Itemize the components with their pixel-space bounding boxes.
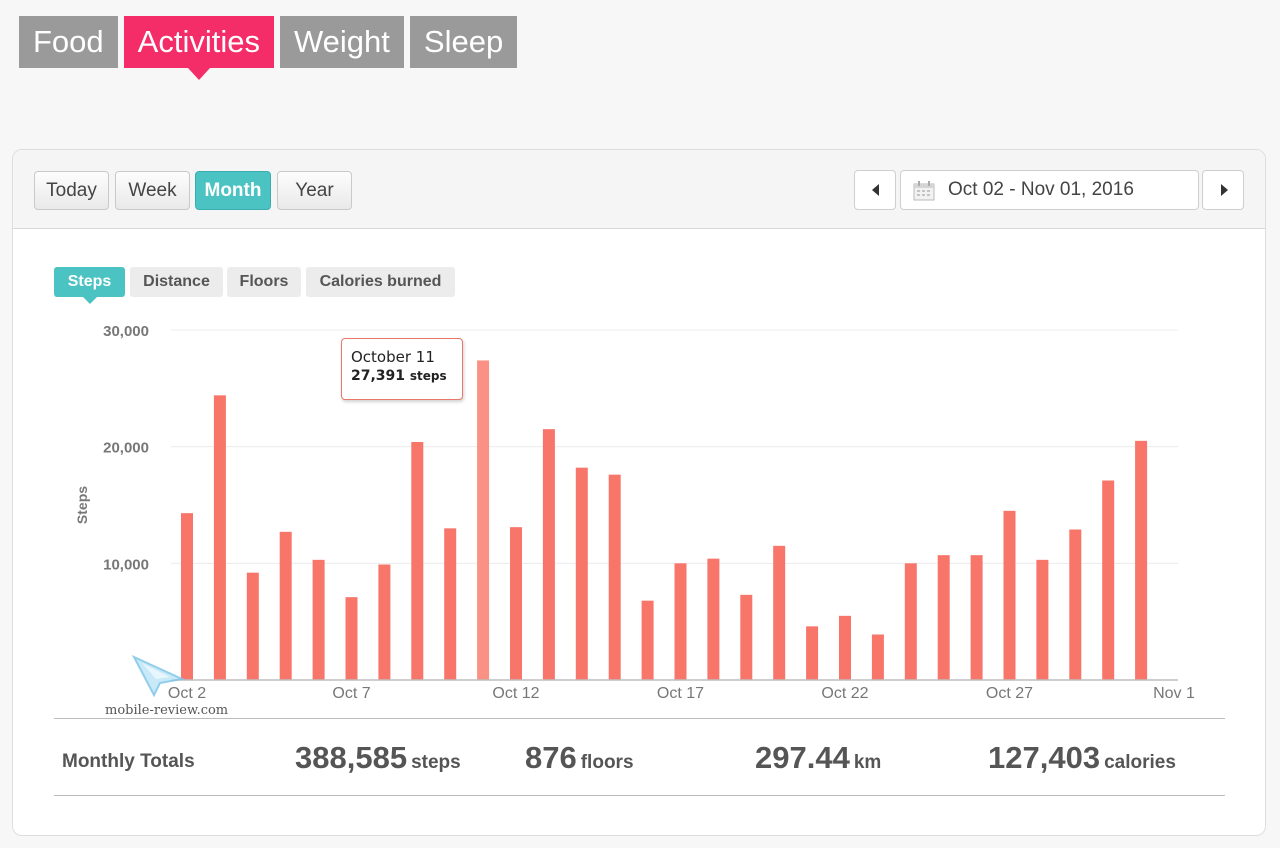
bar bbox=[806, 626, 819, 680]
calendar-icon bbox=[913, 181, 935, 201]
x-tick-label: Oct 17 bbox=[657, 685, 704, 702]
total-calories-unit: calories bbox=[1104, 752, 1176, 773]
bar bbox=[871, 634, 884, 680]
bar bbox=[444, 528, 457, 680]
bar bbox=[477, 360, 490, 680]
range-today-button[interactable]: Today bbox=[34, 171, 109, 210]
metric-tab-distance[interactable]: Distance bbox=[130, 267, 223, 297]
bar bbox=[345, 597, 358, 680]
chevron-left-icon bbox=[872, 184, 879, 196]
bar bbox=[378, 564, 391, 680]
tab-food[interactable]: Food bbox=[19, 16, 118, 68]
bar bbox=[542, 429, 555, 680]
bar bbox=[1036, 559, 1049, 680]
bar bbox=[839, 615, 851, 680]
bar bbox=[312, 559, 325, 680]
bar bbox=[279, 531, 292, 680]
x-tick-label: Oct 27 bbox=[986, 685, 1033, 702]
steps-bar-chart: 10,000 20,000 30,000 Steps Oct 2 Oct 7 Oct 12 O… bbox=[74, 323, 1195, 702]
total-calories: 127,403 calories bbox=[988, 740, 1176, 776]
bar bbox=[608, 474, 621, 680]
metric-tab-floors[interactable]: Floors bbox=[227, 267, 301, 297]
y-tick-label: 10,000 bbox=[103, 556, 149, 573]
range-month-button[interactable]: Month bbox=[195, 171, 271, 210]
bar bbox=[641, 600, 654, 680]
bar bbox=[411, 442, 424, 680]
monthly-totals-label: Monthly Totals bbox=[62, 751, 195, 772]
total-steps-value: 388,585 bbox=[295, 740, 408, 775]
y-tick-label: 20,000 bbox=[103, 440, 149, 457]
bar bbox=[674, 563, 687, 680]
top-nav-tabs: Food Activities Weight Sleep bbox=[19, 16, 518, 80]
tab-weight[interactable]: Weight bbox=[279, 16, 404, 68]
tooltip-value: 27,391 steps bbox=[351, 368, 462, 384]
total-floors: 876 floors bbox=[525, 740, 634, 776]
bar bbox=[970, 555, 983, 680]
date-range-label: Oct 02 - Nov 01, 2016 bbox=[948, 179, 1134, 200]
x-tick-label: Oct 22 bbox=[821, 685, 868, 702]
bar bbox=[773, 545, 786, 680]
metric-tab-steps[interactable]: Steps bbox=[54, 267, 125, 304]
bar bbox=[213, 395, 226, 680]
chevron-right-icon bbox=[1221, 184, 1228, 196]
bar bbox=[937, 555, 950, 680]
chart-tooltip: October 11 27,391 steps bbox=[341, 338, 463, 400]
metric-tab-calories-burned[interactable]: Calories burned bbox=[306, 267, 455, 297]
tooltip-unit: steps bbox=[409, 369, 447, 383]
y-axis-label: Steps bbox=[74, 486, 90, 524]
bar bbox=[1069, 529, 1082, 680]
panel-header: Today Week Month Year Oct 02 - Nov 01, 2… bbox=[13, 150, 1265, 229]
tooltip-date: October 11 bbox=[351, 348, 435, 366]
x-tick-label: Oct 7 bbox=[332, 685, 370, 702]
range-year-button[interactable]: Year bbox=[277, 171, 352, 210]
tab-sleep[interactable]: Sleep bbox=[409, 16, 518, 68]
range-week-button[interactable]: Week bbox=[115, 171, 190, 210]
previous-range-button[interactable] bbox=[854, 170, 896, 210]
bar bbox=[1003, 510, 1016, 680]
tab-activities[interactable]: Activities bbox=[123, 16, 274, 80]
total-distance: 297.44 km bbox=[755, 740, 881, 776]
totals-top-divider bbox=[54, 718, 1225, 719]
tooltip-steps-value: 27,391 bbox=[351, 368, 406, 384]
bar bbox=[707, 558, 720, 680]
watermark-text: mobile-review.com bbox=[105, 703, 229, 718]
bar bbox=[1135, 440, 1148, 680]
bar bbox=[904, 563, 917, 680]
y-tick-label: 30,000 bbox=[103, 323, 149, 340]
date-range-picker[interactable]: Oct 02 - Nov 01, 2016 bbox=[900, 170, 1199, 210]
total-calories-value: 127,403 bbox=[988, 740, 1101, 775]
activity-panel: Today Week Month Year Oct 02 - Nov 01, 2… bbox=[12, 149, 1266, 836]
watermark-cursor-icon bbox=[131, 654, 186, 698]
bar bbox=[246, 572, 259, 680]
total-distance-value: 297.44 bbox=[755, 740, 850, 775]
total-floors-value: 876 bbox=[525, 740, 577, 775]
bar bbox=[740, 594, 753, 680]
total-steps-unit: steps bbox=[411, 752, 461, 773]
bar bbox=[510, 527, 522, 680]
bar bbox=[1102, 480, 1115, 680]
total-floors-unit: floors bbox=[580, 752, 634, 773]
totals-bottom-divider bbox=[54, 795, 1225, 796]
total-distance-unit: km bbox=[853, 752, 882, 773]
x-tick-label: Nov 1 bbox=[1153, 685, 1195, 702]
x-tick-label: Oct 2 bbox=[168, 685, 206, 702]
next-range-button[interactable] bbox=[1202, 170, 1244, 210]
total-steps: 388,585 steps bbox=[295, 740, 461, 776]
x-tick-label: Oct 12 bbox=[492, 685, 539, 702]
bar bbox=[181, 513, 193, 680]
bar bbox=[575, 467, 588, 680]
